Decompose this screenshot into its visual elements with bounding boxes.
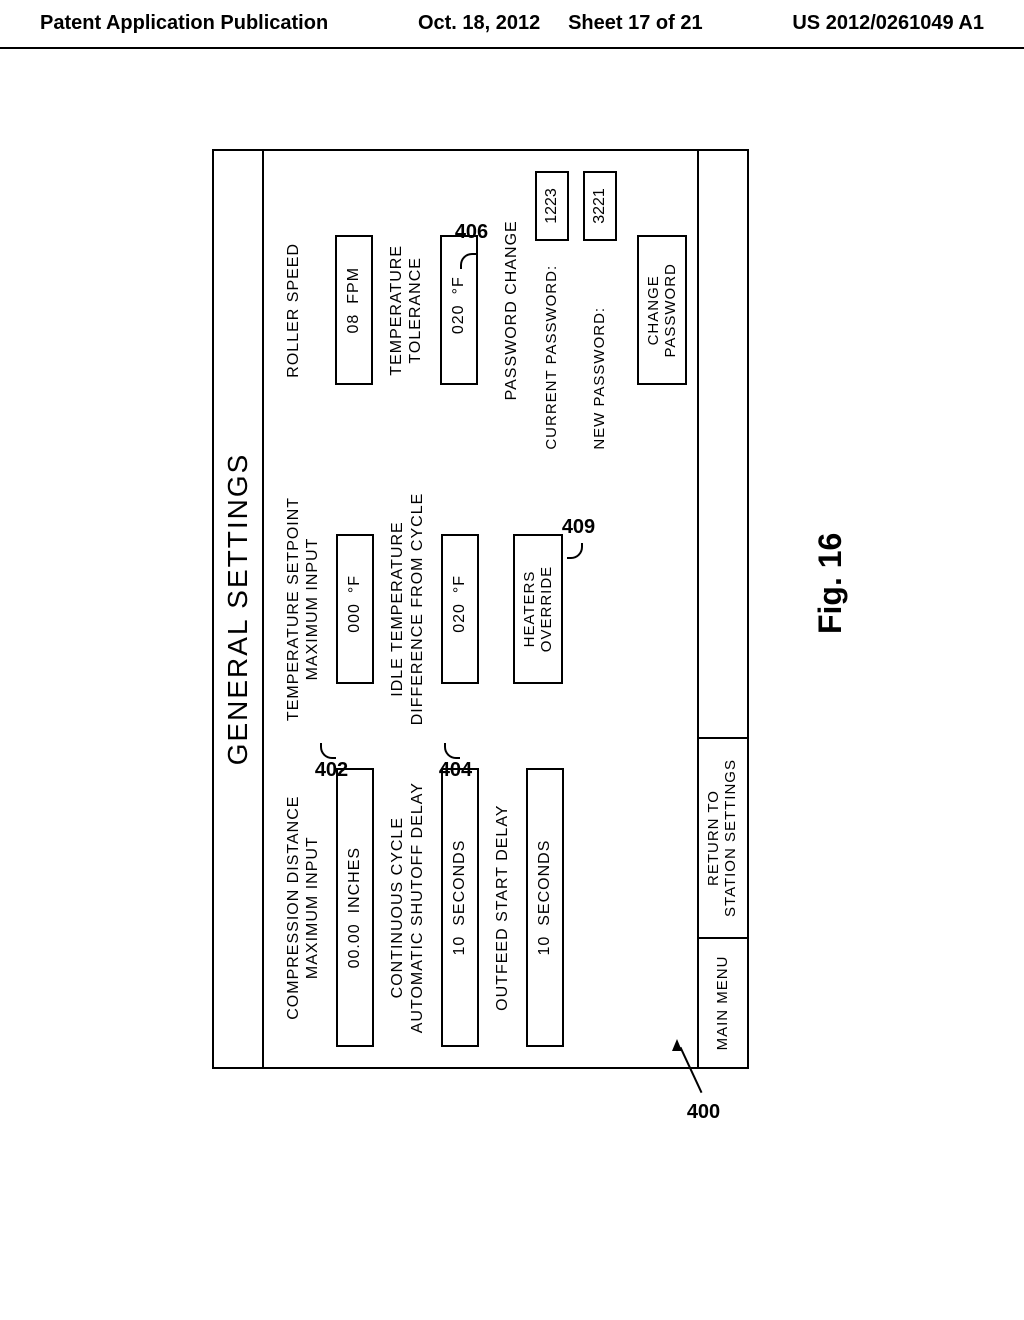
outfeed-delay-value: 10 (536, 936, 554, 976)
heaters-override-button[interactable]: HEATERS OVERRIDE (513, 534, 563, 684)
temp-setpoint-input[interactable]: 000 °F (336, 534, 374, 684)
screen-title: GENERAL SETTINGS (214, 151, 264, 1067)
roller-speed-value: 08 (345, 314, 363, 354)
outfeed-delay-unit: SECONDS (536, 840, 554, 926)
temp-tolerance-value: 020 (450, 304, 468, 344)
callout-406: 406 (455, 221, 488, 244)
temp-setpoint-value: 000 (346, 603, 364, 643)
password-change-label: PASSWORD CHANGE (502, 171, 521, 450)
new-password-row: NEW PASSWORD: 3221 (583, 171, 617, 450)
header-center: Oct. 18, 2012 Sheet 17 of 21 (418, 12, 703, 35)
compression-distance-label: COMPRESSION DISTANCE MAXIMUM INPUT (284, 768, 322, 1047)
roller-speed-unit: FPM (345, 267, 363, 304)
idle-temp-input[interactable]: 020 °F (441, 534, 479, 684)
continuous-cycle-unit: SECONDS (451, 840, 469, 926)
compression-distance-unit: INCHES (346, 847, 364, 913)
current-password-label: CURRENT PASSWORD: (543, 251, 560, 450)
compression-distance-input[interactable]: 00.00 INCHES (336, 768, 374, 1047)
idle-temp-label: IDLE TEMPERATURE DIFFERENCE FROM CYCLE (388, 470, 426, 749)
outfeed-delay-label: OUTFEED START DELAY (493, 768, 512, 1047)
callout-404: 404 (439, 759, 472, 782)
roller-speed-label: ROLLER SPEED (284, 171, 303, 450)
screen-frame: GENERAL SETTINGS COMPRESSION DISTANCE MA… (212, 149, 749, 1069)
continuous-cycle-label: CONTINUOUS CYCLE AUTOMATIC SHUTOFF DELAY (388, 768, 426, 1047)
new-password-field[interactable]: 3221 (583, 171, 617, 241)
header-right: US 2012/0261049 A1 (792, 12, 984, 35)
new-password-label: NEW PASSWORD: (591, 251, 608, 450)
idle-temp-unit: °F (451, 575, 469, 593)
temp-setpoint-label: TEMPERATURE SETPOINT MAXIMUM INPUT (284, 470, 322, 749)
figure-label: Fig. 16 (812, 533, 849, 634)
current-password-field[interactable]: 1223 (535, 171, 569, 241)
roller-speed-input[interactable]: 08 FPM (335, 235, 373, 385)
header-left: Patent Application Publication (40, 12, 328, 35)
continuous-cycle-input[interactable]: 10 SECONDS (441, 768, 479, 1047)
footer-bar: MAIN MENU RETURN TO STATION SETTINGS (697, 151, 747, 1067)
callout-402: 402 (315, 759, 348, 782)
compression-distance-value: 00.00 (346, 923, 364, 968)
column-1: COMPRESSION DISTANCE MAXIMUM INPUT 00.00… (284, 768, 687, 1047)
column-3: ROLLER SPEED 08 FPM TEMPERATURE TOLERANC… (284, 171, 687, 450)
callout-400: 400 (687, 1101, 720, 1124)
idle-temp-value: 020 (451, 603, 469, 643)
callout-409: 409 (562, 516, 595, 539)
return-station-settings-button[interactable]: RETURN TO STATION SETTINGS (699, 737, 747, 937)
temp-tolerance-label: TEMPERATURE TOLERANCE (387, 171, 425, 450)
current-password-row: CURRENT PASSWORD: 1223 (535, 171, 569, 450)
page-header: Patent Application Publication Oct. 18, … (0, 0, 1024, 49)
temp-tolerance-unit: °F (450, 276, 468, 294)
main-menu-button[interactable]: MAIN MENU (699, 937, 747, 1067)
continuous-cycle-value: 10 (451, 936, 469, 976)
temp-setpoint-unit: °F (346, 575, 364, 593)
change-password-button[interactable]: CHANGE PASSWORD (637, 235, 687, 385)
outfeed-delay-input[interactable]: 10 SECONDS (526, 768, 564, 1047)
column-2: TEMPERATURE SETPOINT MAXIMUM INPUT 000 °… (284, 470, 687, 749)
